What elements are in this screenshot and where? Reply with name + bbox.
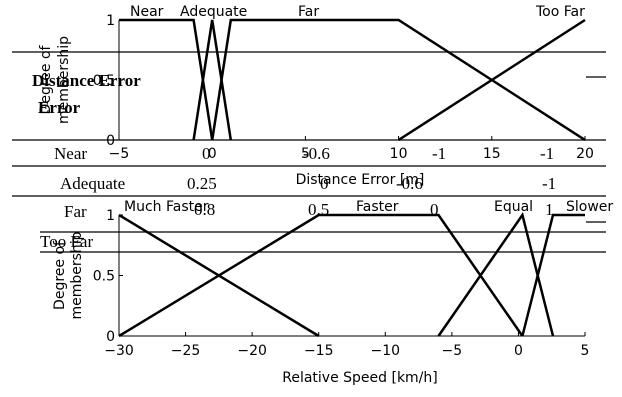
series-label-faster: Faster bbox=[356, 199, 399, 215]
table-cell: 1 bbox=[545, 200, 554, 219]
x-axis-label: Distance Error [m] bbox=[296, 172, 425, 188]
series-label-equal: Equal bbox=[494, 199, 533, 215]
series-label-far: Far bbox=[298, 4, 319, 20]
table-header-text: Distance Error bbox=[32, 71, 141, 90]
x-tick-label: 10 bbox=[390, 146, 408, 162]
x-tick-label: 15 bbox=[483, 146, 501, 162]
x-axis-label: Relative Speed [km/h] bbox=[282, 370, 438, 386]
x-tick-label: 0 bbox=[208, 146, 217, 162]
table-row-label-near: Near bbox=[54, 144, 87, 163]
table-cell: 0.25 bbox=[187, 174, 217, 193]
x-tick-label: 5 bbox=[581, 343, 590, 359]
x-tick-label: −20 bbox=[237, 343, 267, 359]
series-line-too-far bbox=[397, 18, 586, 142]
table-cell: 0 bbox=[430, 200, 439, 219]
series-label-much-faster: Much Faster bbox=[124, 199, 209, 215]
x-tick-label: 5 bbox=[301, 146, 310, 162]
series-line-slower bbox=[521, 213, 585, 337]
x-tick-label: −10 bbox=[371, 343, 401, 359]
series-line-far bbox=[210, 18, 586, 142]
y-tick-label: 0.5 bbox=[93, 73, 115, 89]
series-label-too-far: Too Far bbox=[535, 4, 585, 20]
x-tick-label: −5 bbox=[109, 146, 130, 162]
table-cell: -0.6 bbox=[396, 174, 423, 193]
series-line-equal bbox=[437, 212, 555, 337]
x-tick-label: −25 bbox=[171, 343, 201, 359]
table-cell: 0.8 bbox=[194, 200, 215, 219]
y-tick-label: 1 bbox=[106, 13, 115, 29]
table-cell: -1 bbox=[542, 174, 556, 193]
y-axis-label: Degree of bbox=[38, 44, 54, 114]
series-line-adequate bbox=[192, 19, 233, 141]
table-row-label-far: Far bbox=[64, 202, 87, 221]
x-tick-label: 20 bbox=[576, 146, 594, 162]
y-axis-label: membership bbox=[56, 36, 72, 124]
table-cell: -1 bbox=[540, 144, 554, 163]
table-header-error-word: Error bbox=[38, 98, 81, 117]
x-tick-label: 0 bbox=[514, 343, 523, 359]
y-axis-label: Degree of bbox=[52, 240, 68, 310]
table-cell: -1 bbox=[432, 144, 446, 163]
series-label-near: Near bbox=[130, 4, 164, 20]
x-tick-label: −5 bbox=[442, 343, 463, 359]
table-header-distance: Distance Error bbox=[32, 71, 141, 90]
y-tick-label: 0 bbox=[106, 133, 115, 149]
x-tick-label: −15 bbox=[304, 343, 334, 359]
series-line-faster bbox=[118, 213, 524, 338]
series-line-near bbox=[119, 18, 214, 141]
table-cell: 0 bbox=[320, 174, 329, 193]
series-label-adequate: Adequate bbox=[180, 4, 247, 20]
x-tick-label: −30 bbox=[104, 343, 134, 359]
table-cell: 0 bbox=[202, 144, 211, 163]
table-cell: -0.6 bbox=[303, 144, 330, 163]
y-axis-label: membership bbox=[69, 231, 85, 319]
table-row-label-too-far: Too Far bbox=[40, 232, 93, 251]
y-tick-label: 0.5 bbox=[93, 269, 115, 285]
y-tick-label: 1 bbox=[106, 208, 115, 224]
series-label-slower: Slower bbox=[566, 199, 613, 215]
table-row-label-adequate: Adequate bbox=[60, 174, 125, 193]
y-tick-label: 0 bbox=[106, 329, 115, 345]
rule-table: Distance Error Error Near 0 -0.6 -1 -1 A… bbox=[12, 51, 606, 253]
